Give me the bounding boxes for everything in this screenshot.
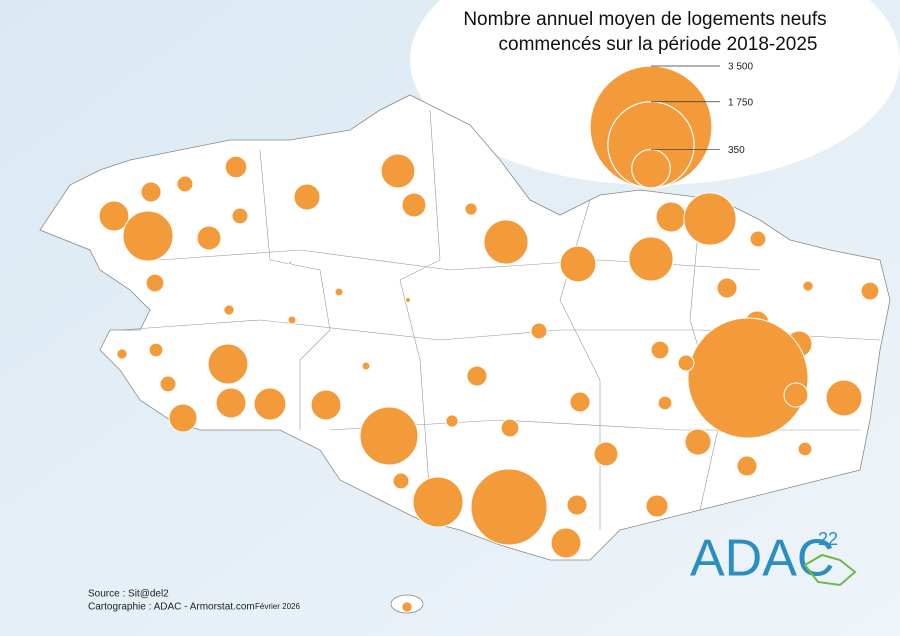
commune-circle: [159, 375, 177, 393]
title-line: Nombre annuel moyen de logements neufs: [463, 9, 826, 30]
legend-label: 350: [728, 145, 745, 156]
commune-circle: [645, 494, 669, 518]
commune-circle: [860, 281, 880, 301]
commune-circle: [401, 601, 413, 613]
commune-circle: [392, 472, 410, 490]
commune-circle: [566, 494, 588, 516]
commune-circle: [215, 387, 247, 419]
commune-circle: [334, 287, 344, 297]
commune-circle: [736, 455, 758, 477]
legend-label: 3 500: [728, 62, 753, 73]
commune-circle: [287, 315, 297, 325]
commune-circle: [677, 354, 695, 372]
commune-circle: [412, 476, 464, 528]
commune-circle: [500, 418, 520, 438]
source: Source : Sit@del2: [88, 589, 169, 600]
legend-label: 1 750: [728, 97, 753, 108]
commune-circle: [253, 387, 287, 421]
commune-circle: [288, 261, 292, 265]
commune-circle: [293, 183, 321, 211]
commune-circle: [684, 428, 712, 456]
commune-circle: [683, 192, 737, 246]
commune-circle: [98, 200, 130, 232]
commune-circle: [569, 391, 591, 413]
commune-circle: [310, 389, 342, 421]
commune-circle: [483, 219, 529, 265]
commune-circle: [148, 342, 164, 358]
commune-circle: [401, 192, 427, 218]
commune-circle: [445, 414, 459, 428]
commune-circle: [196, 225, 222, 251]
logo-text: ADAC: [690, 530, 834, 588]
commune-circle: [207, 343, 249, 385]
commune-circle: [628, 236, 674, 282]
credit: Cartographie : ADAC - Armorstat.com: [88, 602, 255, 613]
commune-circle: [716, 277, 738, 299]
legend-circle: [631, 148, 671, 189]
commune-circle: [224, 155, 248, 179]
commune-circle: [802, 280, 814, 292]
logo-shape: [803, 553, 857, 587]
commune-circle: [797, 441, 813, 457]
commune-circle: [464, 202, 478, 216]
commune-circle: [655, 201, 687, 233]
commune-circle: [122, 210, 174, 262]
commune-circle: [361, 361, 371, 371]
commune-circle: [231, 207, 249, 225]
commune-circle: [657, 395, 673, 411]
logo-number: 22: [818, 529, 838, 549]
commune-circle: [687, 317, 809, 439]
commune-circle: [116, 348, 128, 360]
commune-circle: [168, 403, 198, 433]
commune-circle: [825, 379, 863, 417]
commune-circle: [783, 382, 809, 408]
commune-circle: [530, 322, 548, 340]
commune-circle: [470, 468, 548, 546]
commune-circle: [559, 245, 597, 283]
commune-circle: [176, 175, 194, 193]
commune-circle: [359, 406, 419, 466]
commune-circle: [145, 273, 165, 293]
commune-circle: [140, 181, 162, 203]
commune-circle: [380, 153, 416, 189]
commune-circle: [466, 365, 488, 387]
commune-circle: [404, 296, 412, 304]
commune-circle: [223, 304, 235, 316]
title-line: commencés sur la période 2018-2025: [499, 34, 818, 55]
commune-circle: [650, 340, 670, 360]
commune-circle: [593, 441, 619, 467]
commune-circle: [550, 527, 582, 559]
commune-circle: [749, 230, 767, 248]
date: Février 2026: [255, 602, 300, 611]
